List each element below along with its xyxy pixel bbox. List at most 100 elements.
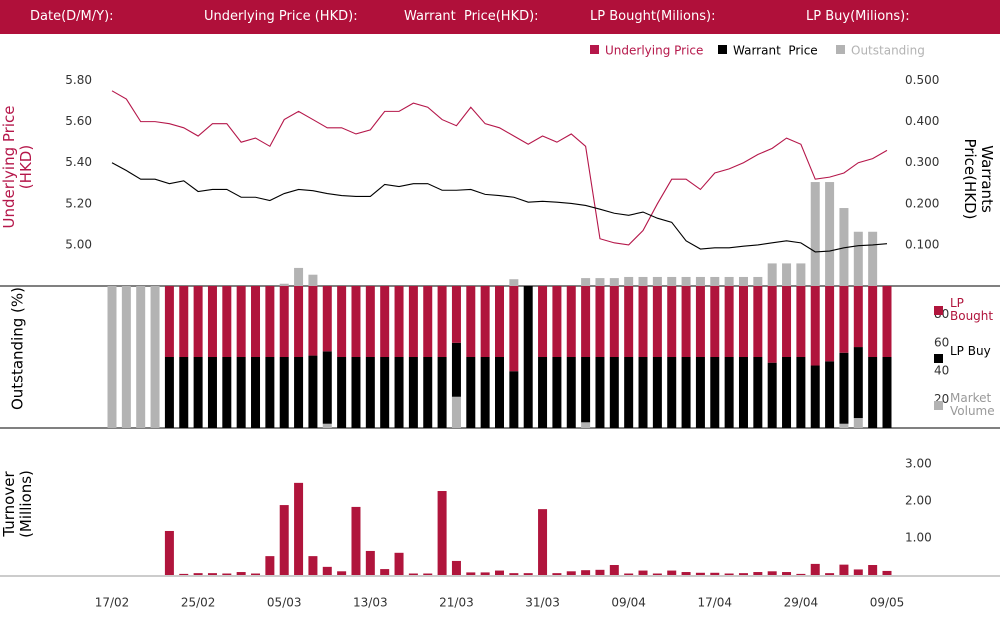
turnover-bar: [193, 573, 203, 575]
legend-swatch: [934, 354, 943, 363]
legend-label: LP Bought: [950, 296, 994, 323]
turnover-bar: [566, 571, 576, 575]
turnover-bar: [365, 550, 375, 575]
legend-swatch: [718, 45, 727, 54]
stack-segment: [509, 286, 519, 372]
stack-segment: [279, 286, 289, 357]
outstanding-bar: [753, 276, 763, 286]
stack-segment: [423, 357, 433, 428]
stack-segment: [609, 286, 619, 357]
turnover-bar: [595, 569, 605, 575]
legend-label: Underlying Price: [605, 44, 703, 58]
stack-segment: [207, 286, 217, 357]
turnover-bar: [724, 573, 734, 575]
stack-segment: [667, 357, 677, 428]
turnover-bar: [351, 506, 361, 575]
legend-label: LP Buy: [950, 344, 991, 358]
stack-segment: [825, 361, 835, 428]
outstanding-bar: [724, 276, 734, 286]
stack-segment: [767, 286, 777, 363]
legend-swatch: [934, 306, 943, 315]
stack-segment: [724, 286, 734, 357]
legend-swatch: [836, 45, 845, 54]
stack-segment: [782, 286, 792, 357]
stack-segment: [150, 286, 160, 428]
legend-label: Warrant Price: [733, 44, 818, 58]
stack-segment: [595, 286, 605, 357]
stack-segment: [782, 357, 792, 428]
stack-segment: [136, 286, 146, 428]
stack-segment: [839, 286, 849, 353]
stack-segment: [581, 286, 591, 357]
turnover-bar: [236, 572, 246, 575]
turnover-bar: [538, 509, 548, 575]
stack-segment: [738, 286, 748, 357]
y-tick-label: 40: [934, 364, 949, 378]
stack-segment: [652, 357, 662, 428]
turnover-bar: [523, 573, 533, 575]
outstanding-bar: [624, 276, 634, 286]
turnover-bar: [710, 572, 720, 575]
y-tick-label: 60: [934, 335, 949, 349]
y-axis-title: Underlying Price (HKD): [0, 100, 35, 229]
x-tick-label: 09/04: [611, 596, 646, 610]
turnover-bar: [179, 573, 189, 575]
x-tick-label: 29/04: [784, 596, 819, 610]
stack-segment: [408, 357, 418, 428]
stack-segment: [294, 286, 304, 357]
outstanding-bar: [767, 263, 777, 286]
turnover-bar: [882, 570, 892, 575]
stack-segment: [466, 286, 476, 357]
stack-segment: [322, 351, 332, 424]
x-tick-label: 13/03: [353, 596, 388, 610]
y-tick-label: 2.00: [905, 494, 932, 508]
turnover-bar: [624, 573, 634, 575]
stack-segment: [380, 286, 390, 357]
turnover-bar: [581, 570, 591, 575]
y-tick-label: 5.60: [65, 114, 92, 128]
turnover-bar: [222, 573, 232, 575]
stack-segment: [796, 357, 806, 428]
stack-segment: [853, 347, 863, 419]
turnover-bar: [466, 572, 476, 575]
stack-segment: [523, 286, 533, 428]
outstanding-bar: [308, 274, 318, 286]
stack-segment: [279, 357, 289, 428]
stack-segment: [437, 286, 447, 357]
y2-axis-title: Warrants Price(HKD): [961, 138, 996, 223]
turnover-bar: [423, 573, 433, 575]
stack-segment: [738, 357, 748, 428]
stack-segment: [538, 286, 548, 357]
y-tick-label: 5.00: [65, 237, 92, 251]
stack-segment: [351, 357, 361, 428]
stack-segment: [882, 286, 892, 357]
stack-segment: [437, 357, 447, 428]
stack-segment: [251, 286, 261, 357]
stack-segment: [538, 357, 548, 428]
stack-segment: [681, 357, 691, 428]
stack-segment: [868, 286, 878, 357]
stack-segment: [796, 286, 806, 357]
y-tick-label: 5.80: [65, 73, 92, 87]
y2-tick-label: 0.100: [905, 237, 939, 251]
y-axis-title: Turnover (Millions): [0, 466, 35, 538]
stack-segment: [810, 365, 820, 428]
turnover-bar: [825, 573, 835, 575]
stack-segment: [308, 286, 318, 356]
stack-segment: [509, 371, 519, 428]
stack-segment: [222, 357, 232, 428]
outstanding-bar: [796, 263, 806, 286]
stack-segment: [868, 357, 878, 428]
turnover-bar: [853, 569, 863, 575]
stack-segment: [236, 286, 246, 357]
stack-segment: [164, 357, 174, 428]
stack-segment: [753, 357, 763, 428]
header-field: LP Bought(Milions):: [590, 9, 716, 24]
stack-segment: [337, 357, 347, 428]
outstanding-bar: [868, 231, 878, 286]
stack-segment: [294, 357, 304, 428]
stack-segment: [480, 286, 490, 357]
stack-segment: [107, 286, 117, 428]
outstanding-bar: [595, 278, 605, 286]
turnover-bar: [495, 570, 504, 575]
